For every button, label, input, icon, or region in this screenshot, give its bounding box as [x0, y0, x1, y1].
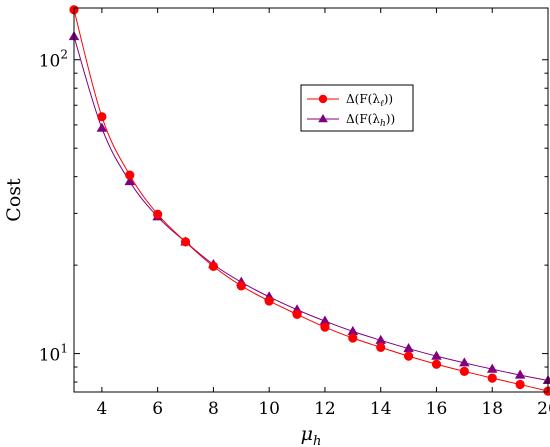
legend-entries: Δ(F(λℓ)) Δ(F(λh)): [307, 92, 395, 129]
data-point-marker: [515, 379, 525, 390]
legend-label: Δ(F(λℓ)): [346, 92, 393, 109]
x-tick-label: 16: [426, 399, 448, 419]
series-line: [73, 9, 549, 392]
data-point-marker: [97, 112, 107, 122]
legend-entry: Δ(F(λℓ)): [307, 92, 393, 109]
legend-marker: [318, 113, 328, 123]
data-point-marker: [96, 122, 108, 132]
series-lambda-h: [68, 30, 550, 385]
data-point-marker: [319, 315, 331, 325]
data-point-marker: [348, 333, 358, 343]
y-tick-label: 102: [39, 48, 68, 72]
x-tick-label: 12: [314, 399, 336, 419]
series-layer: [68, 5, 550, 396]
ticks-layer: [74, 8, 549, 392]
data-point-marker: [320, 322, 330, 332]
y-tick-label: 101: [39, 342, 68, 366]
legend-box: [300, 84, 414, 132]
x-tick-label: 14: [370, 399, 392, 419]
data-point-marker: [514, 369, 526, 379]
x-tick-label: 6: [152, 399, 163, 419]
data-point-marker: [292, 309, 302, 319]
data-point-marker: [487, 373, 497, 383]
data-point-marker: [486, 363, 498, 373]
data-point-marker: [431, 350, 442, 360]
data-point-marker: [180, 237, 191, 247]
data-point-marker: [403, 351, 414, 361]
data-point-marker: [375, 334, 386, 344]
legend-marker: [318, 94, 328, 104]
x-tick-label: 18: [481, 399, 503, 419]
data-point-marker: [459, 357, 470, 367]
data-point-marker: [208, 261, 219, 272]
data-point-marker: [264, 296, 274, 306]
x-tick-label: 10: [258, 399, 280, 419]
data-point-marker: [376, 342, 386, 352]
data-point-marker: [459, 366, 469, 376]
data-point-marker: [236, 281, 246, 291]
x-tick-label: 20: [537, 399, 550, 419]
tick-labels-layer: 4 6 8 10 12 14 16 18 20 101 102: [39, 48, 550, 419]
data-point-marker: [431, 359, 442, 369]
data-point-marker: [125, 170, 135, 180]
data-point-marker: [347, 325, 359, 335]
data-point-marker: [124, 176, 136, 186]
legend-entry: Δ(F(λh)): [307, 112, 395, 129]
legend-label: Δ(F(λh)): [346, 112, 395, 129]
data-point-marker: [153, 209, 163, 219]
x-tick-label: 4: [96, 399, 107, 419]
y-axis-label: Cost: [3, 178, 25, 222]
legend: Δ(F(λℓ)) Δ(F(λh)): [300, 84, 414, 132]
data-point-marker: [403, 343, 414, 353]
series-lambda-l: [69, 5, 550, 396]
x-axis-label: μh: [301, 423, 322, 447]
x-axis-label-subscript: h: [313, 434, 321, 447]
x-axis-label-main: μ: [301, 423, 313, 445]
data-point-marker: [543, 386, 550, 396]
plot-frame: [73, 7, 549, 393]
x-tick-label: 8: [208, 399, 219, 419]
